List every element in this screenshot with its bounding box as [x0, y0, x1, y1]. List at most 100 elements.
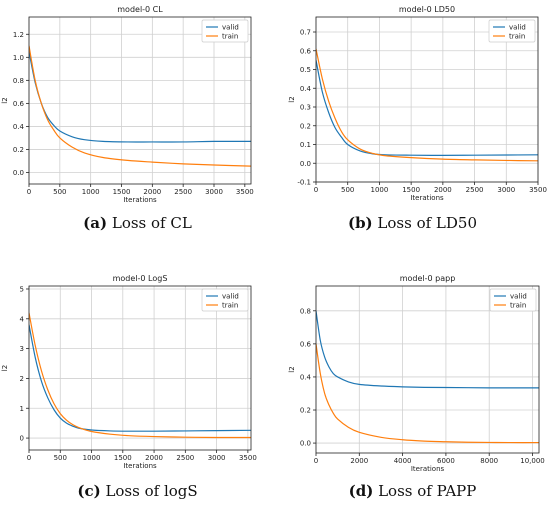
legend-label-valid: valid — [510, 293, 527, 301]
y-tick-label: 0 — [20, 435, 24, 443]
y-tick-label: 4 — [20, 315, 25, 323]
caption-text: Loss of CL — [107, 214, 192, 232]
x-tick-label: 3500 — [239, 454, 257, 462]
x-tick-label: 3000 — [208, 454, 226, 462]
caption-letter: (c) — [77, 482, 101, 500]
y-tick-label: 0.5 — [300, 66, 311, 74]
x-axis-label: Iterations — [123, 462, 157, 470]
plot-frame — [28, 285, 252, 451]
legend-label-train: train — [510, 302, 526, 310]
caption-ld50: (b) Loss of LD50 — [275, 214, 550, 232]
x-tick-label: 2500 — [174, 188, 192, 196]
x-axis-label: Iterations — [123, 196, 157, 204]
x-tick-label: 1500 — [114, 454, 132, 462]
y-tick-label: 0.4 — [13, 123, 25, 131]
y-tick-label: 1.0 — [13, 54, 24, 62]
x-tick-label: 500 — [53, 188, 66, 196]
caption-letter: (a) — [83, 214, 108, 232]
x-tick-label: 3000 — [497, 186, 515, 194]
y-tick-label: 0.4 — [300, 373, 312, 381]
caption-text: Loss of LD50 — [372, 214, 478, 232]
y-axis-label: l2 — [288, 366, 296, 372]
y-tick-label: 0.3 — [300, 104, 311, 112]
y-tick-label: 0.2 — [300, 122, 311, 130]
x-tick-label: 2500 — [176, 454, 194, 462]
series-line-valid — [29, 51, 251, 143]
chart-svg-ld50: model-0 LD50 0 500 1000 1500 2000 2500 3000 3500… — [288, 5, 547, 202]
legend-label-train: train — [509, 33, 525, 41]
y-axis-label: l2 — [288, 96, 296, 102]
x-tick-label: 2000 — [350, 457, 368, 465]
y-tick-label: 0.8 — [13, 77, 24, 85]
y-tick-label: 0.2 — [300, 407, 311, 415]
y-tick-label: 0.6 — [300, 340, 312, 348]
x-tick-label: 2000 — [145, 454, 163, 462]
x-tick-label: 2500 — [466, 186, 484, 194]
caption-cl: (a) Loss of CL — [0, 214, 275, 232]
y-tick-label: 0.0 — [13, 169, 24, 177]
y-tick-label: 0.7 — [300, 29, 311, 37]
chart-panel-logs: model-0 LogS 0 500 1000 1500 2000 2500 3000 3500… — [0, 268, 275, 521]
y-axis-label: l2 — [1, 97, 9, 103]
caption-letter: (b) — [347, 214, 373, 232]
x-tick-label: 0 — [27, 454, 31, 462]
x-tick-label: 10,000 — [520, 457, 545, 465]
y-tick-label: 1 — [20, 405, 24, 413]
y-tick-label: 2 — [20, 375, 24, 383]
x-tick-label: 3500 — [529, 186, 547, 194]
x-tick-label: 3500 — [236, 188, 254, 196]
plot-frame — [315, 16, 539, 183]
legend-label-valid: valid — [222, 293, 239, 301]
series-line-valid — [29, 324, 251, 432]
y-tick-label: 0.0 — [300, 160, 311, 168]
x-tick-label: 0 — [314, 186, 318, 194]
series-line-train — [29, 312, 251, 439]
legend-label-valid: valid — [222, 24, 239, 32]
legend-label-train: train — [222, 302, 238, 310]
series-line-valid — [316, 310, 539, 389]
x-tick-label: 0 — [27, 188, 31, 196]
x-tick-label: 500 — [341, 186, 354, 194]
chart-svg-cl: model-0 CL 0 500 1000 1500 2000 2500 3000 3500 0.… — [1, 5, 254, 204]
chart-title: model-0 LD50 — [399, 5, 455, 14]
x-tick-label: 1000 — [83, 454, 101, 462]
x-axis-label: Iterations — [411, 465, 445, 473]
series-line-train — [29, 45, 251, 167]
chart-panel-ld50: model-0 LD50 0 500 1000 1500 2000 2500 3000 3500… — [275, 0, 550, 253]
y-tick-label: 1.2 — [13, 31, 24, 39]
legend-label-valid: valid — [509, 24, 526, 32]
chart-title: model-0 LogS — [113, 274, 168, 283]
chart-svg-papp: model-0 papp 0 2000 4000 6000 8000 10,000 0.0 0.… — [288, 274, 545, 473]
x-tick-label: 1500 — [113, 188, 131, 196]
x-tick-label: 1000 — [371, 186, 389, 194]
plot-frame — [28, 16, 252, 185]
y-tick-label: 3 — [20, 345, 24, 353]
x-tick-label: 2000 — [434, 186, 452, 194]
series-line-valid — [316, 60, 538, 156]
caption-papp: (d) Loss of PAPP — [275, 482, 550, 500]
y-axis-label: l2 — [1, 365, 9, 371]
x-tick-label: 500 — [54, 454, 67, 462]
y-tick-label: 0.1 — [300, 141, 311, 149]
x-tick-label: 1000 — [82, 188, 100, 196]
y-tick-label: -0.1 — [297, 179, 311, 187]
x-tick-label: 0 — [314, 457, 318, 465]
caption-letter: (d) — [348, 482, 374, 500]
y-tick-label: 0.6 — [13, 100, 25, 108]
caption-text: Loss of PAPP — [373, 482, 477, 500]
y-tick-label: 5 — [20, 285, 24, 293]
series-line-train — [316, 48, 538, 162]
y-tick-label: 0.6 — [300, 47, 312, 55]
x-tick-label: 2000 — [143, 188, 161, 196]
x-tick-label: 4000 — [394, 457, 412, 465]
chart-title: model-0 papp — [400, 274, 456, 283]
y-tick-label: 0.2 — [13, 146, 24, 154]
y-tick-label: 0.0 — [300, 440, 311, 448]
chart-svg-logs: model-0 LogS 0 500 1000 1500 2000 2500 3000 3500… — [1, 274, 257, 470]
chart-title: model-0 CL — [117, 5, 163, 14]
chart-panel-cl: model-0 CL 0 500 1000 1500 2000 2500 3000 3500 0.… — [0, 0, 275, 253]
series-line-train — [316, 343, 539, 444]
y-tick-label: 0.8 — [300, 307, 311, 315]
legend-label-train: train — [222, 33, 238, 41]
x-tick-label: 8000 — [480, 457, 498, 465]
